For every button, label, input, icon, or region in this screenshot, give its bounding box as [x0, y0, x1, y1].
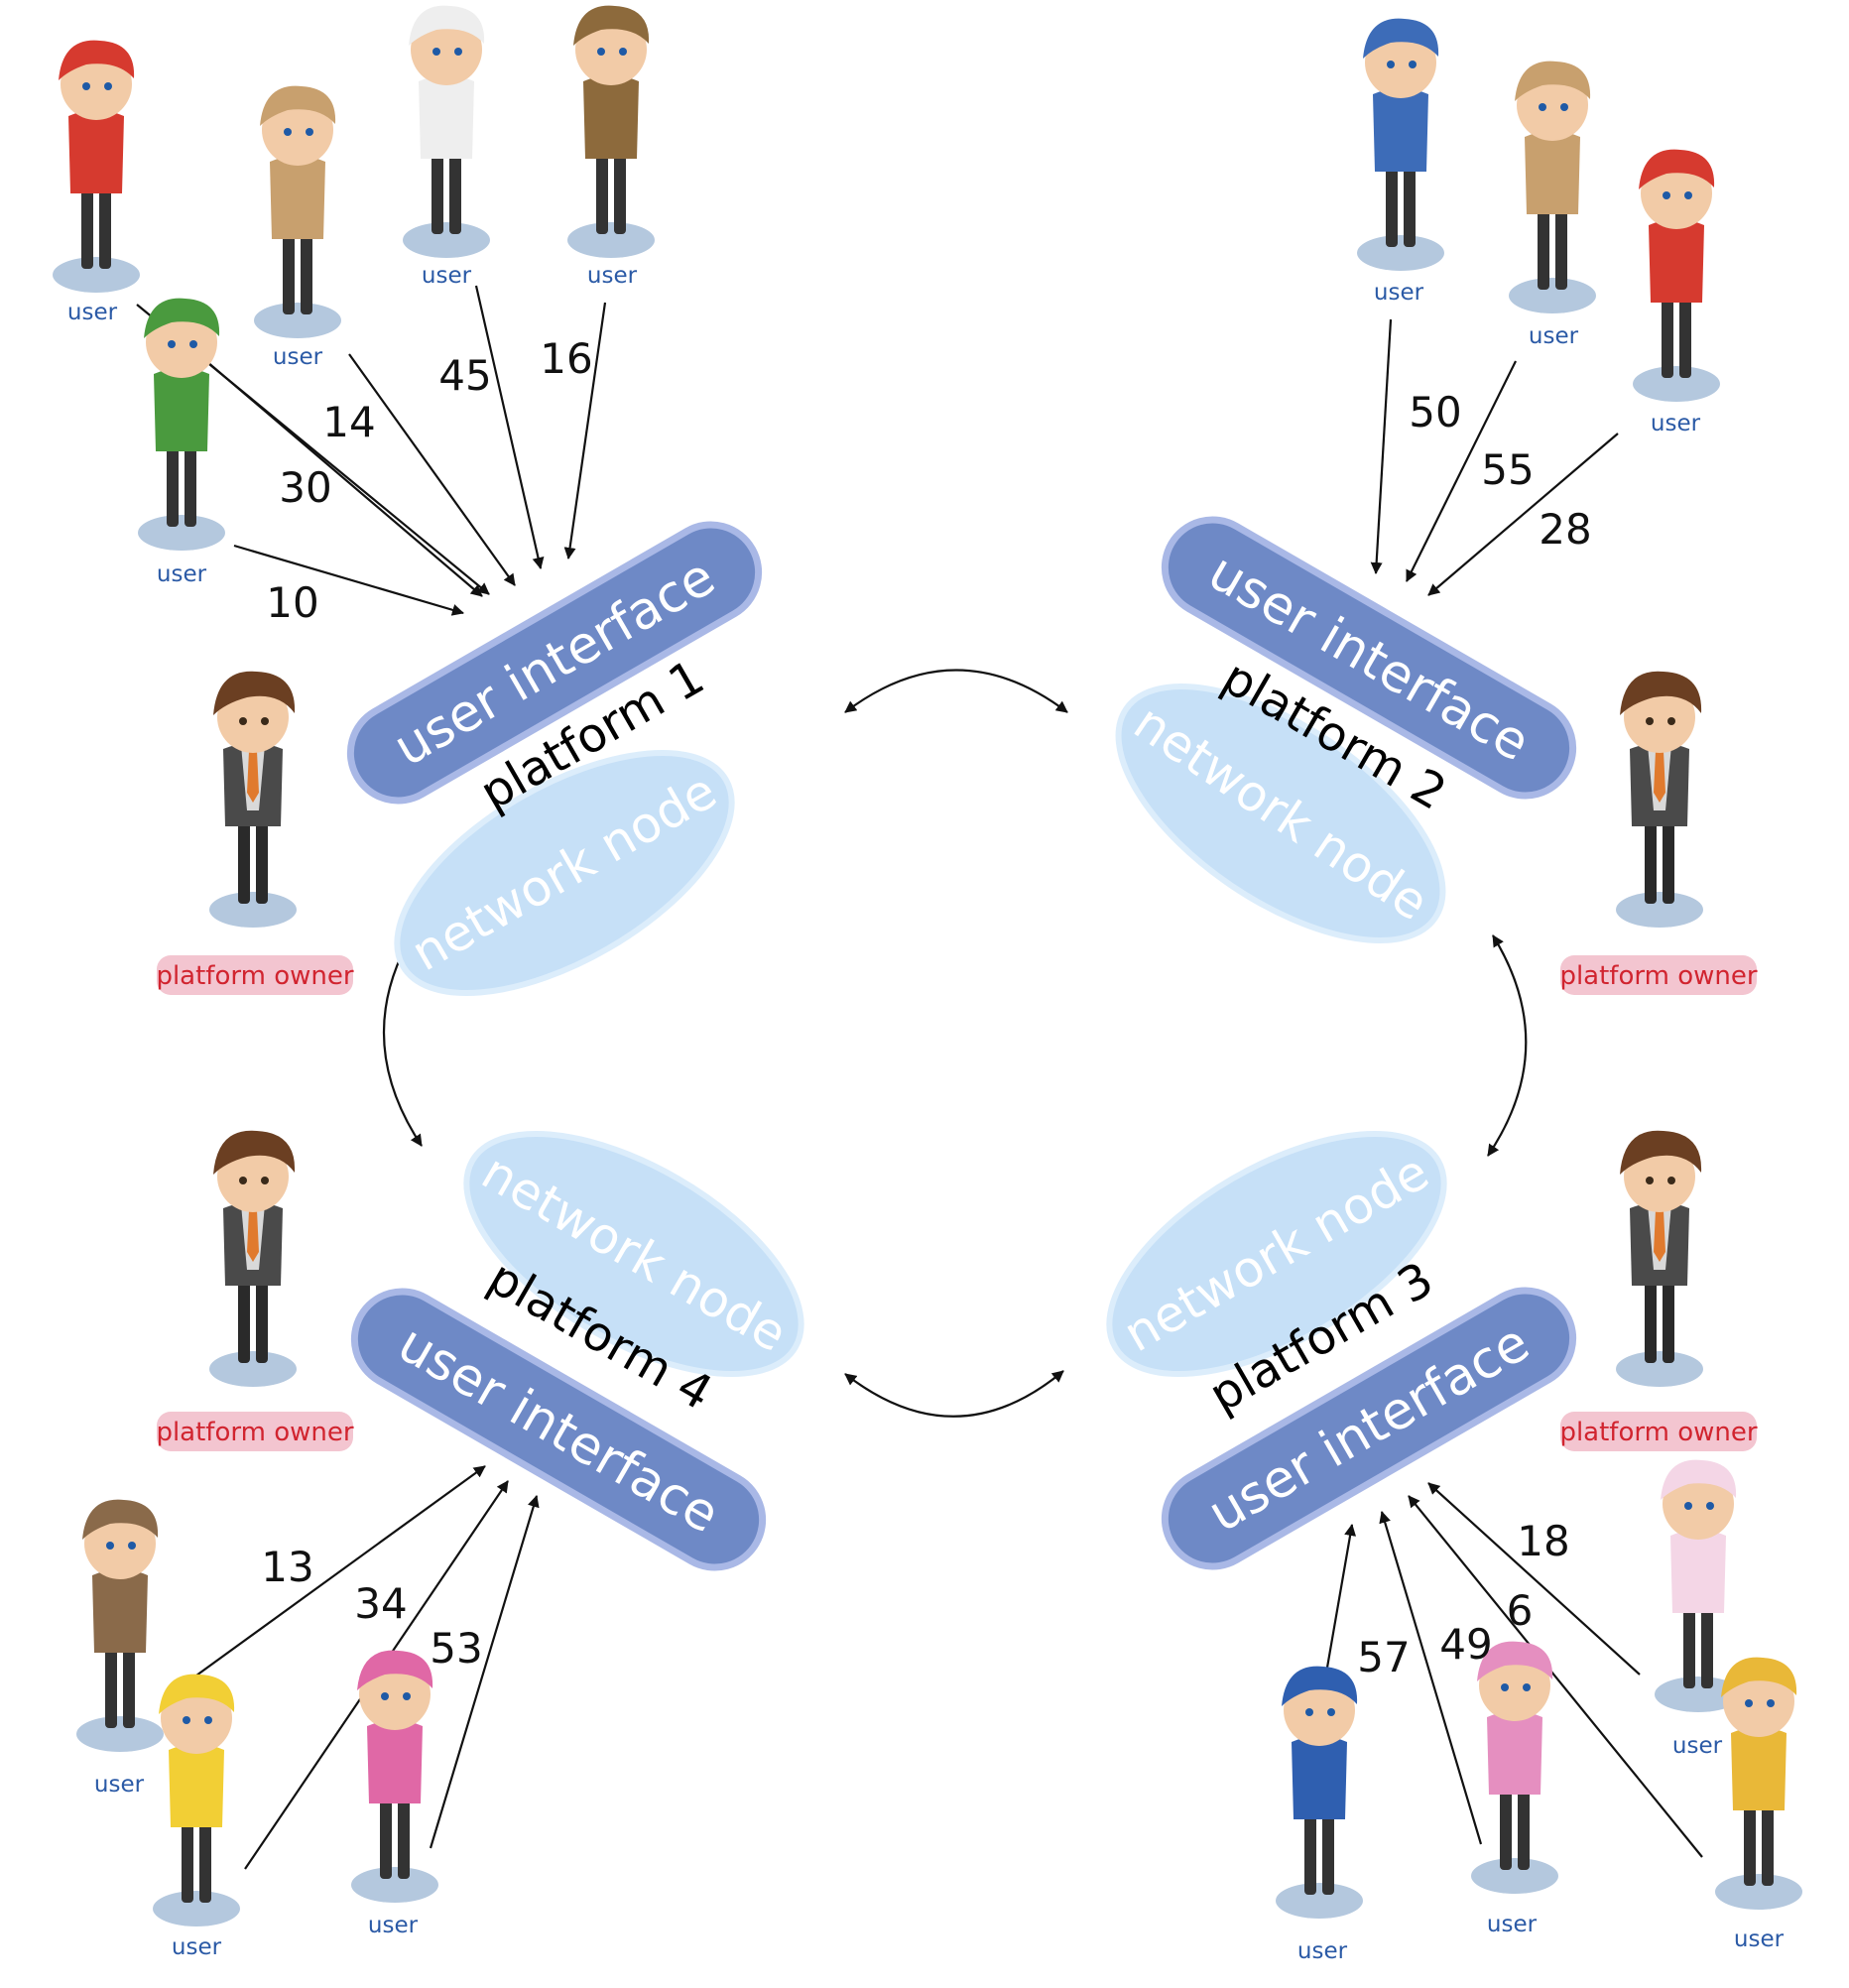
- user-figure-p3-1: [1276, 1666, 1363, 1919]
- arrow-p3-user-4: [1427, 1482, 1641, 1676]
- user-figure-p2-1: [1357, 18, 1444, 271]
- arrow-p4-user-3: [429, 1495, 540, 1849]
- arrow-p2-user-1: [1370, 318, 1393, 574]
- arrow-p4-user-1: [178, 1465, 486, 1689]
- arrow-p2-user-2: [1406, 360, 1517, 582]
- arrow-p2-user-3: [1427, 433, 1619, 596]
- user-figure-p1-4: [567, 5, 655, 258]
- owner-badge-p1: [157, 955, 353, 995]
- node-links: [382, 669, 1528, 1418]
- owner-figure-p4: [209, 1130, 297, 1387]
- user-figure-p2-3: [1633, 149, 1720, 402]
- owner-label-p3: platform owner: [1559, 1418, 1757, 1447]
- user-label-p3-3: user: [1672, 1733, 1723, 1759]
- owner-p3: platform owner: [1559, 1130, 1758, 1451]
- platform-4: network node user interface platform 4: [350, 1130, 804, 1571]
- arrow-p1-user-4: [474, 285, 545, 569]
- user-figure-p1-5: [138, 298, 225, 551]
- user-label-p3-2: user: [1487, 1912, 1538, 1937]
- user-label-p4-1: user: [94, 1772, 145, 1798]
- count-p2-2: 55: [1481, 445, 1534, 494]
- count-p1-5: 10: [266, 578, 318, 627]
- link-p2-p3: [1487, 934, 1528, 1157]
- user-label-p2-2: user: [1529, 323, 1579, 349]
- count-p1-1: 30: [279, 463, 331, 512]
- user-figure-p3-4: [1715, 1657, 1802, 1910]
- owner-label-p4: platform owner: [156, 1418, 353, 1447]
- count-p3-4: 18: [1517, 1517, 1569, 1565]
- count-p1-4: 16: [540, 334, 592, 383]
- count-p3-2: 49: [1439, 1620, 1492, 1669]
- count-p1-3: 45: [438, 351, 491, 400]
- arrow-p1-user-6: [233, 544, 464, 616]
- platform-2: network node user interface platform 2: [1115, 516, 1577, 943]
- count-p4-3: 53: [430, 1624, 482, 1673]
- arrow-p3-user-1: [1321, 1524, 1357, 1691]
- count-p3-1: 57: [1357, 1633, 1410, 1681]
- arrow-p1-user-2: [205, 360, 483, 597]
- user-label-p2-1: user: [1374, 280, 1424, 306]
- owner-label-p1: platform owner: [156, 961, 353, 991]
- owner-badge-p2: [1560, 955, 1757, 995]
- owner-p2: platform owner: [1559, 671, 1758, 995]
- users: user user user user user user user user …: [53, 5, 1802, 1964]
- user-figure-p2-2: [1509, 61, 1596, 313]
- user-figure-p4-2: [153, 1674, 240, 1926]
- arrow-counts: 30 14 45 16 10 50 55 28 57 49 6 18 13 34…: [261, 334, 1591, 1681]
- user-label-p1-4: user: [587, 263, 638, 289]
- user-label-p4-3: user: [368, 1913, 419, 1938]
- arrow-p3-user-2: [1379, 1511, 1483, 1845]
- owner-figure-p1: [209, 671, 297, 928]
- user-figure-p1-2: [254, 85, 341, 338]
- arrow-p3-user-3: [1408, 1495, 1703, 1858]
- link-p1-p2: [844, 669, 1068, 713]
- user-figure-p1-1: [53, 40, 140, 293]
- user-arrows: [136, 285, 1703, 1870]
- user-label-p4-2: user: [172, 1934, 222, 1960]
- arrow-p1-user-3: [348, 353, 516, 586]
- owner-figure-p2: [1616, 671, 1703, 928]
- count-p1-2: 14: [322, 398, 375, 446]
- user-label-p1-5: user: [157, 561, 207, 587]
- user-label-p1-3: user: [422, 263, 472, 289]
- count-p2-1: 50: [1409, 388, 1461, 436]
- user-figure-p4-3: [351, 1650, 438, 1903]
- owner-label-p2: platform owner: [1559, 961, 1757, 991]
- user-label-p2-3: user: [1651, 411, 1701, 436]
- user-label-p3-1: user: [1297, 1938, 1348, 1964]
- count-p4-1: 13: [261, 1543, 313, 1591]
- user-label-p1-1: user: [67, 300, 118, 325]
- owner-figure-p3: [1616, 1130, 1703, 1387]
- owner-badge-p4: [157, 1412, 353, 1451]
- owner-p1: platform owner: [156, 671, 354, 995]
- user-figure-p1-3: [403, 5, 490, 258]
- owner-badge-p3: [1560, 1412, 1757, 1451]
- platform-1: network node user interface platform 1: [346, 521, 763, 997]
- user-label-p1-2: user: [273, 344, 323, 370]
- count-p3-3: 6: [1507, 1586, 1534, 1635]
- owner-p4: platform owner: [156, 1130, 354, 1451]
- platform-owners: platform owner platform owner platform o…: [156, 671, 1758, 1451]
- link-p3-p4: [844, 1370, 1064, 1418]
- count-p4-2: 34: [354, 1579, 407, 1628]
- arrow-p1-user-5: [563, 302, 607, 559]
- platform-3: network node user interface platform 3: [1106, 1130, 1577, 1570]
- user-figure-p3-2: [1471, 1641, 1558, 1894]
- user-label-p3-4: user: [1734, 1926, 1785, 1952]
- count-p2-3: 28: [1539, 505, 1591, 554]
- user-figure-p4-1: [76, 1499, 164, 1752]
